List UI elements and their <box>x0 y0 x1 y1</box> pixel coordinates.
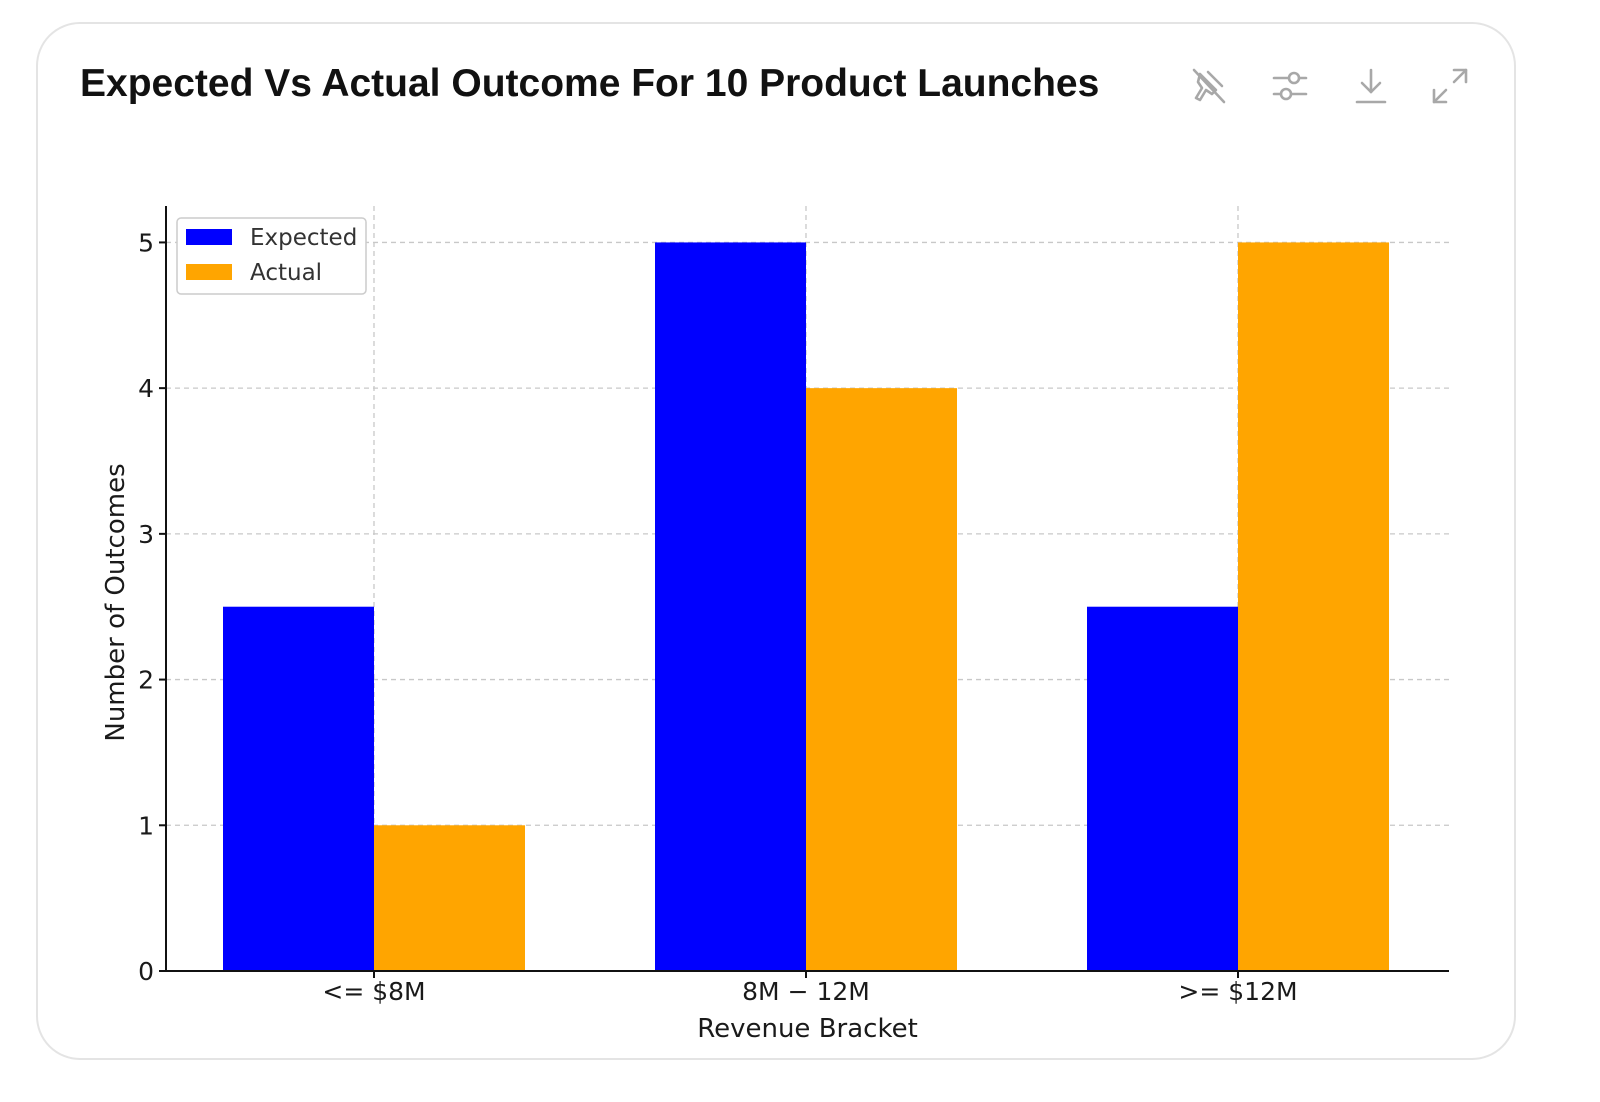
chart-title: Expected Vs Actual Outcome For 10 Produc… <box>80 62 1100 105</box>
bar-actual-2 <box>806 388 957 972</box>
legend-label-actual: Actual <box>250 260 322 286</box>
expand-icon[interactable] <box>1428 64 1472 108</box>
y-tick-label: 2 <box>138 666 154 695</box>
pin-off-icon[interactable] <box>1186 64 1230 108</box>
y-tick-label: 4 <box>138 374 154 403</box>
legend-label-expected: Expected <box>250 225 357 251</box>
legend-swatch-expected <box>186 229 232 245</box>
x-axis-title: Revenue Bracket <box>697 1014 918 1044</box>
bar-actual-1 <box>374 825 525 971</box>
y-tick-label: 0 <box>138 957 154 986</box>
bar-expected-1 <box>223 606 374 971</box>
y-tick-label: 3 <box>138 520 154 549</box>
y-tick-label: 5 <box>138 228 154 257</box>
x-tick-label: <= $8M <box>322 977 425 1006</box>
bar-expected-2 <box>655 242 806 971</box>
y-axis-title: Number of Outcomes <box>101 463 131 741</box>
bar-expected-3 <box>1087 606 1238 971</box>
bar-actual-3 <box>1238 242 1389 971</box>
download-icon[interactable] <box>1349 64 1393 108</box>
x-tick-label: >= $12M <box>1178 977 1297 1006</box>
sliders-icon[interactable] <box>1268 64 1312 108</box>
x-tick-label: 8M − 12M <box>742 977 870 1006</box>
legend-swatch-actual <box>186 264 232 280</box>
y-tick-label: 1 <box>138 811 154 840</box>
